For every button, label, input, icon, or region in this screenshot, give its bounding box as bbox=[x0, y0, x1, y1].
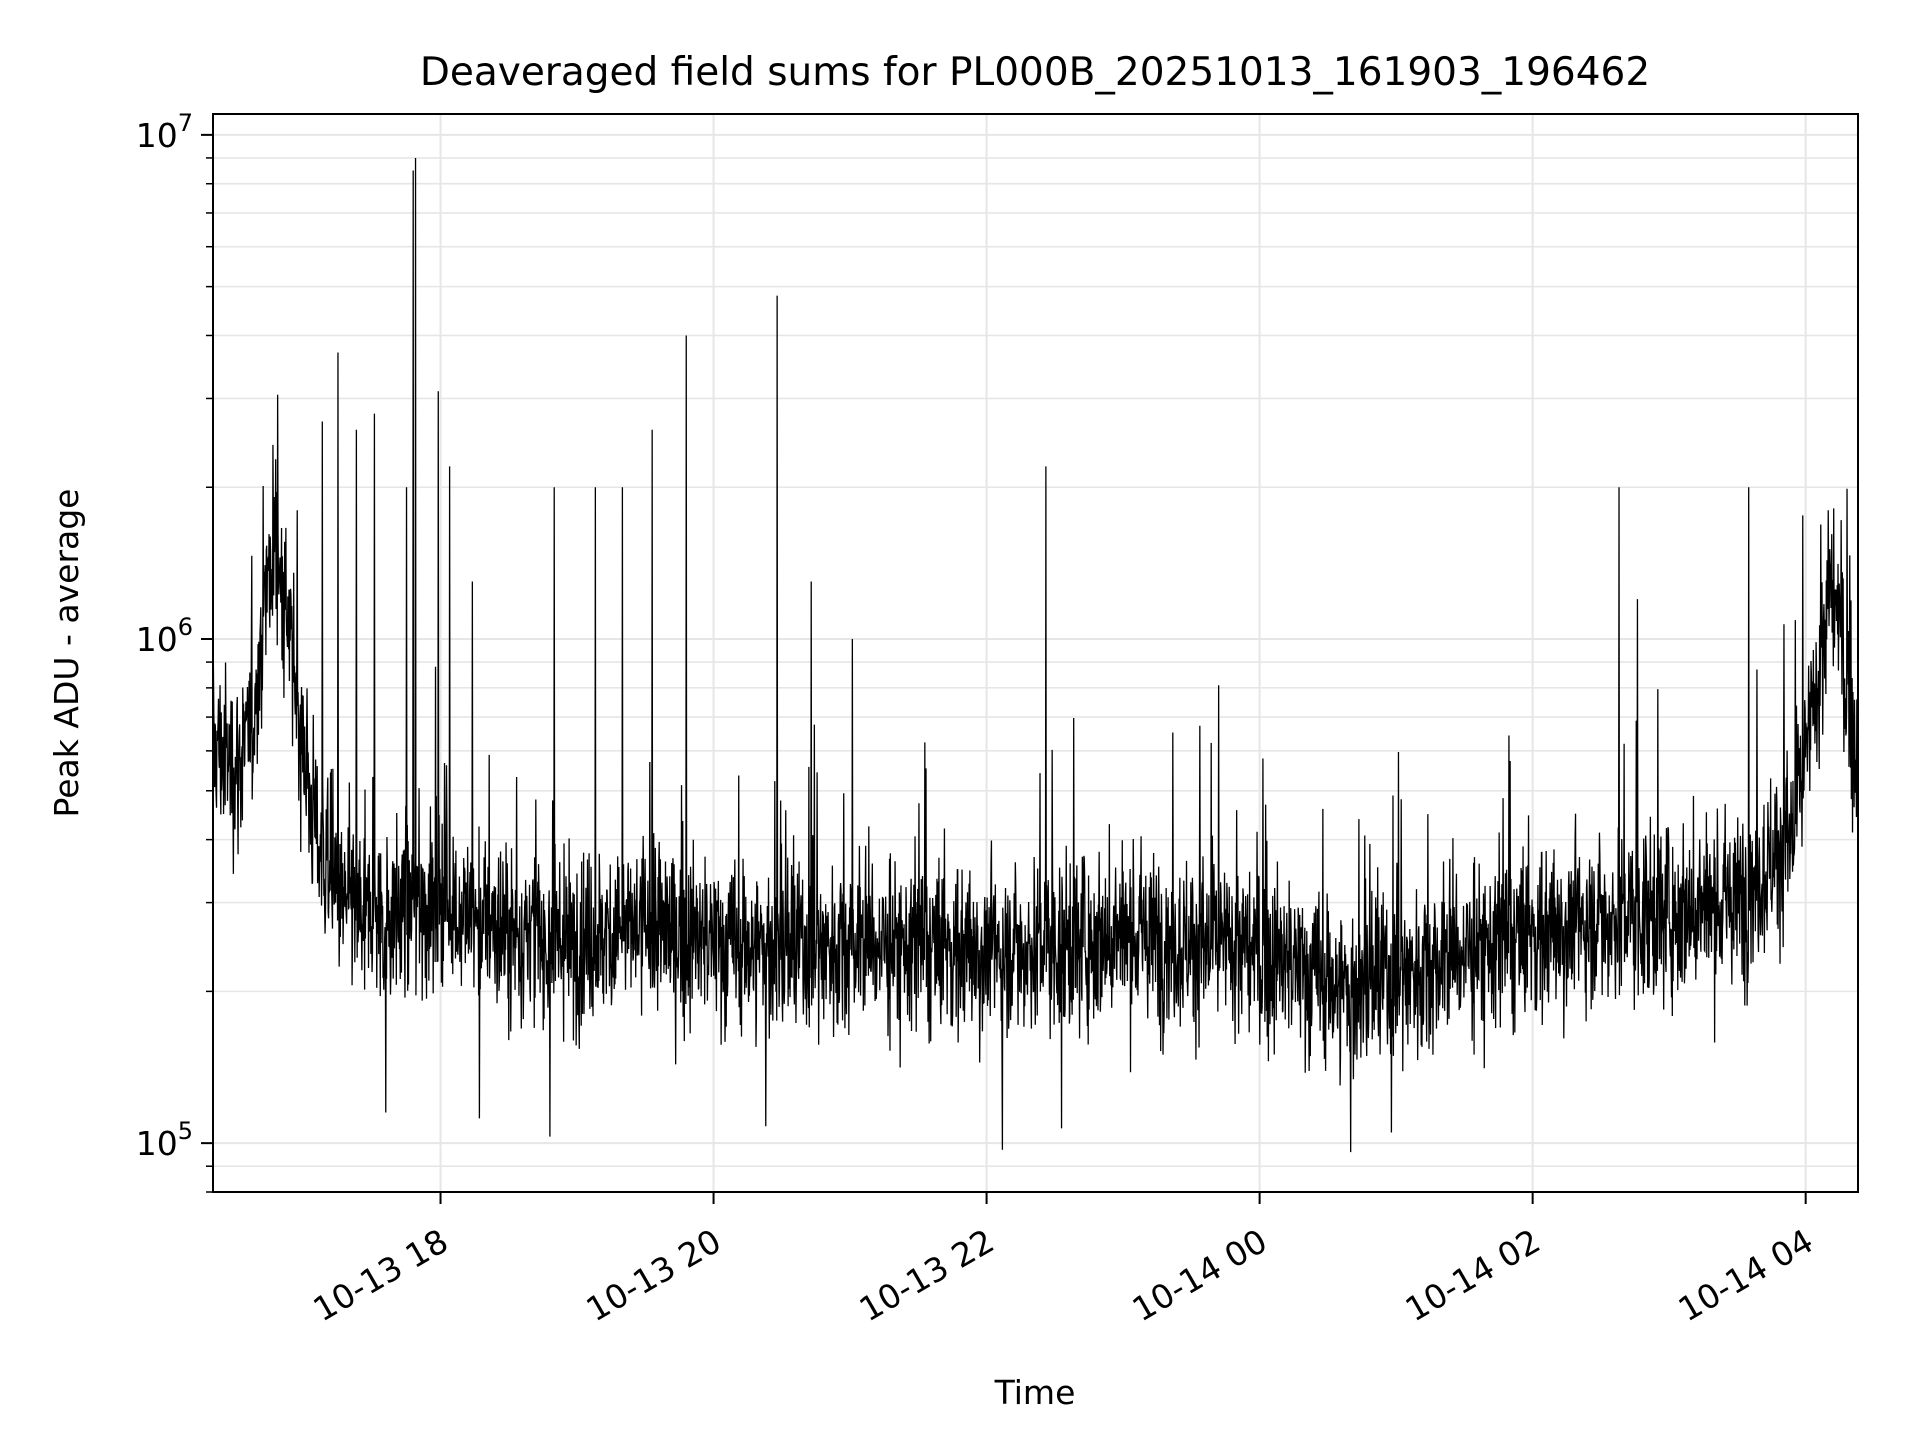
grid bbox=[213, 114, 1858, 1193]
y-tick-label: 105 bbox=[136, 1117, 193, 1163]
y-tick-label: 106 bbox=[136, 613, 193, 659]
y-tick-base: 10 bbox=[136, 1124, 178, 1163]
y-tick-exponent: 6 bbox=[178, 613, 193, 641]
y-tick-base: 10 bbox=[136, 620, 178, 659]
plot-frame bbox=[212, 113, 1859, 1193]
y-axis-label: Peak ADU - average bbox=[47, 489, 86, 818]
chart-title: Deaveraged field sums for PL000B_2025101… bbox=[420, 50, 1650, 95]
y-tick-label: 107 bbox=[136, 109, 193, 155]
y-tick-exponent: 7 bbox=[178, 109, 193, 137]
data-series bbox=[212, 157, 1859, 1153]
series-line bbox=[212, 157, 1859, 1153]
y-tick-exponent: 5 bbox=[178, 1117, 193, 1145]
x-axis-label: Time bbox=[994, 1373, 1076, 1412]
y-tick-base: 10 bbox=[136, 116, 178, 155]
